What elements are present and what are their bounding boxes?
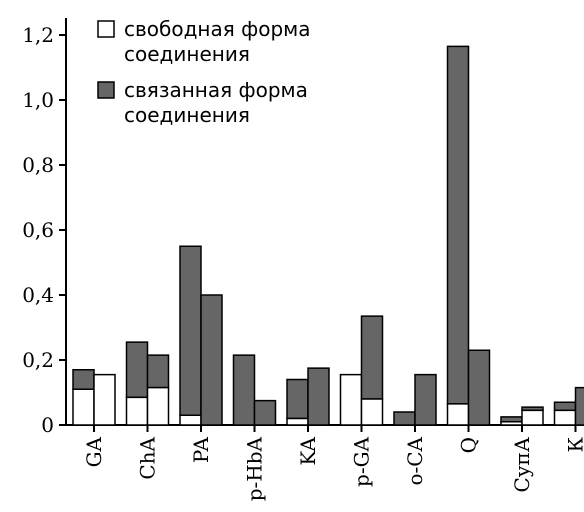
bar-free-К-1 xyxy=(553,409,577,426)
y-ticks: 0 0,2 0,4 0,6 0,8 1,0 1,2 xyxy=(22,23,66,437)
bar-free-СупА-2 xyxy=(521,409,544,426)
bar-bound-GA-1 xyxy=(72,369,95,390)
legend-swatch-free xyxy=(97,20,115,38)
bar-free-Q-1 xyxy=(446,403,470,426)
legend-label-bound-line2: соединения xyxy=(124,103,250,127)
y-tick-label: 0 xyxy=(41,413,54,437)
bar-bound-KA-2 xyxy=(307,367,330,426)
bar-bound-KA-1 xyxy=(286,378,309,420)
y-tick-label: 0,2 xyxy=(22,348,54,372)
x-tick-label-KA: KA xyxy=(296,436,320,465)
bar-bound-PA-2 xyxy=(200,294,223,426)
x-tick-label-p-GA: p-GA xyxy=(350,436,374,487)
bar-bound-o-CA-2 xyxy=(414,373,437,426)
legend: свободная форма соединения связанная фор… xyxy=(97,17,311,127)
bar-bound-ChA-2 xyxy=(146,354,170,389)
bar-bound-К-1 xyxy=(553,401,577,412)
bar-bound-PA-1 xyxy=(179,245,202,416)
bar-bound-p-HbA-1 xyxy=(232,354,256,426)
x-tick-label-К: К xyxy=(564,436,584,452)
legend-label-bound-line1: связанная форма xyxy=(124,78,308,102)
bar-free-СупА-1 xyxy=(500,421,523,426)
x-tick-label-p-HbA: p-HbA xyxy=(243,436,267,501)
x-tick-label-Q: Q xyxy=(457,437,481,453)
bar-bound-ChA-1 xyxy=(125,341,149,399)
bar-bound-Q-1 xyxy=(446,45,470,405)
bar-free-PA-1 xyxy=(179,414,202,426)
x-tick-label-PA: PA xyxy=(189,436,213,463)
x-tick-labels: GA ChA PA p-HbA KA p-GA o-CA Q СупА К xyxy=(82,425,584,501)
y-tick-label: 1,0 xyxy=(22,88,54,112)
legend-label-free-line1: свободная форма xyxy=(124,17,311,41)
bar-free-GA-1 xyxy=(72,388,95,426)
y-tick-label: 0,6 xyxy=(22,218,54,242)
bar-free-KA-1 xyxy=(286,417,309,426)
legend-label-free-line2: соединения xyxy=(124,42,250,66)
x-tick-label-o-CA: o-CA xyxy=(403,436,427,485)
legend-swatch-bound xyxy=(97,81,115,99)
x-tick-label-СупА: СупА xyxy=(510,437,534,493)
bar-free-p-GA-1 xyxy=(339,373,363,426)
bar-bound-o-CA-1 xyxy=(393,411,416,426)
y-tick-label: 1,2 xyxy=(22,23,54,47)
x-tick-label-GA: GA xyxy=(82,436,106,467)
bar-free-p-GA-2 xyxy=(360,398,384,426)
y-tick-label: 0,4 xyxy=(22,283,54,307)
bar-free-ChA-1 xyxy=(125,396,149,426)
bars xyxy=(72,45,584,426)
bar-bound-Q-2 xyxy=(467,349,491,426)
bar-bound-К-2 xyxy=(574,386,584,426)
y-tick-label: 0,8 xyxy=(22,153,54,177)
bar-bound-p-HbA-2 xyxy=(253,399,277,426)
x-tick-label-ChA: ChA xyxy=(136,436,160,479)
bar-free-ChA-2 xyxy=(146,386,170,426)
bar-bound-p-GA-2 xyxy=(360,315,384,400)
bar-free-GA-2 xyxy=(93,373,116,426)
